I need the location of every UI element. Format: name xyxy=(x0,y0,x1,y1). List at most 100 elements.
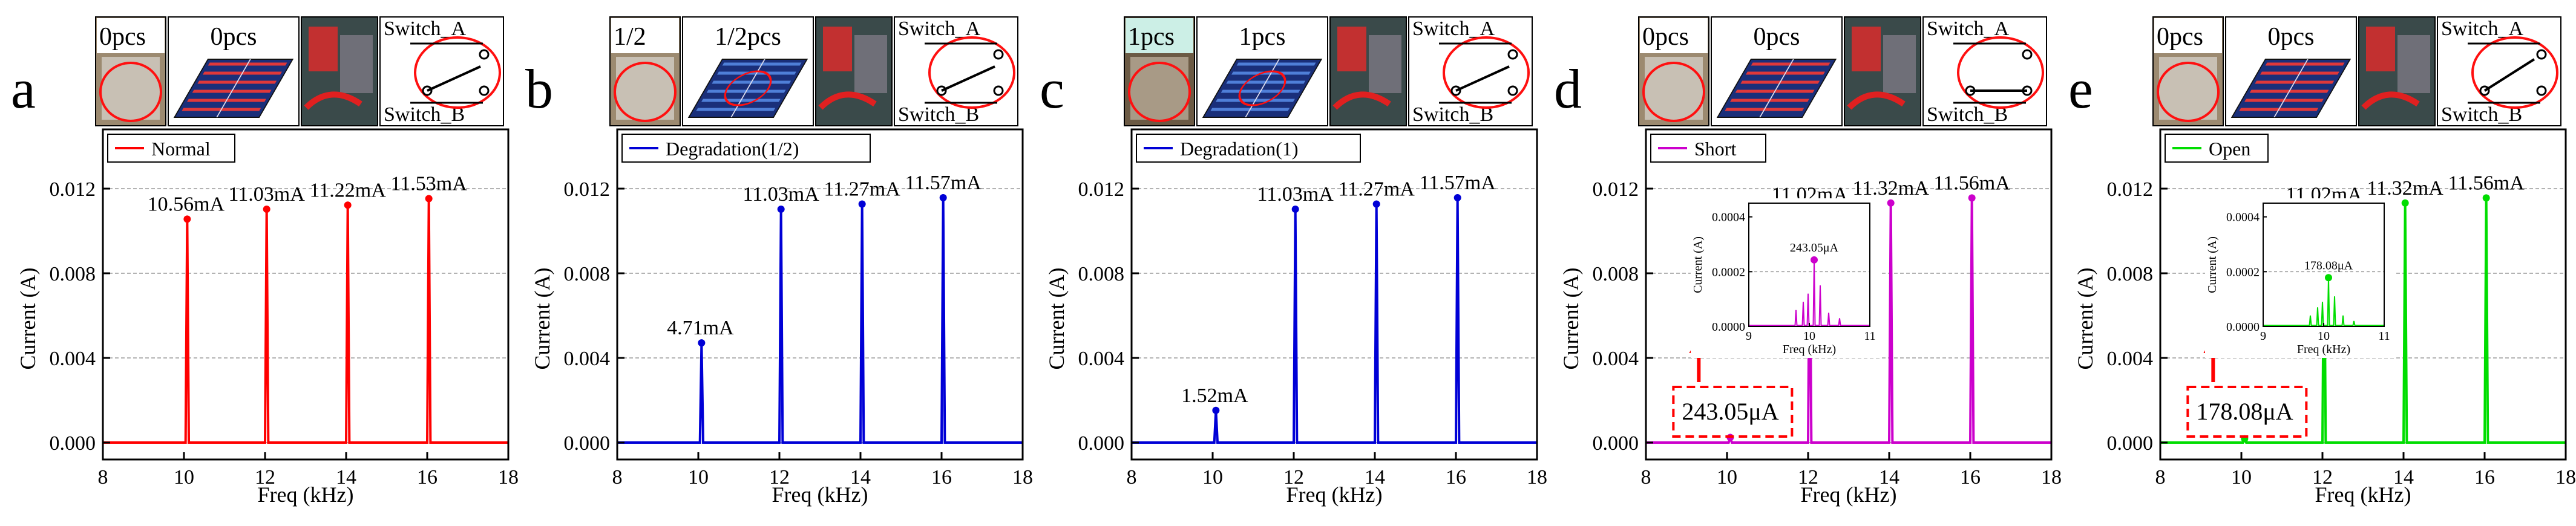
relay-photo-body xyxy=(1883,35,1916,93)
shading-label: 1pcs xyxy=(1239,23,1286,51)
x-tick-label: 12 xyxy=(255,466,275,489)
inset-axes: 178.08μA 9 10 11 0.0000 0.0002 0.0004 Freq (kHz… xyxy=(2205,198,2395,358)
y-tick-label: 0.012 xyxy=(1078,178,1125,201)
peak-marker xyxy=(425,195,433,203)
peak-label: 4.71mA xyxy=(667,317,734,339)
peak-marker xyxy=(2401,199,2409,207)
x-tick-label: 12 xyxy=(2312,466,2333,489)
peak-marker xyxy=(939,194,947,202)
switch-a-label: Switch_A xyxy=(1927,18,2009,40)
x-tick-label: 16 xyxy=(417,466,438,489)
peak-label: 1.52mA xyxy=(1181,385,1248,407)
relay-photo-wire xyxy=(818,91,877,110)
main-axes: 1.52mA 11.03mA 11.27mA 11.57mA 8 10 12 14 16 18 0.… xyxy=(1044,128,1547,507)
relay-photo-block xyxy=(823,27,852,71)
photo-highlight-circle xyxy=(1642,62,1705,122)
relay-photo-block xyxy=(1852,27,1881,71)
badge-label: 1/2 xyxy=(614,23,646,51)
legend-label: Degradation(1/2) xyxy=(666,138,799,160)
relay-photo-wire xyxy=(1847,91,1906,110)
y-tick-label: 0.012 xyxy=(1593,178,1639,201)
photo-highlight-circle xyxy=(1128,62,1191,122)
switch-highlight-circle xyxy=(2471,36,2558,109)
photo-highlight-circle xyxy=(2157,62,2220,122)
shading-label: 1/2pcs xyxy=(715,23,781,51)
solar-panel-icon xyxy=(2230,59,2352,118)
y-axis-label: Current (A) xyxy=(1559,268,1583,370)
y-tick-label: 0.004 xyxy=(564,348,611,370)
callout-box xyxy=(1672,386,1794,438)
inset-y-tick-label: 0.0004 xyxy=(1712,211,1745,224)
peak-label: 11.03mA xyxy=(229,183,306,206)
peak-label: 10.56mA xyxy=(148,193,225,215)
peak-marker xyxy=(1454,194,1461,202)
x-axis-label: Freq (kHz) xyxy=(772,482,868,507)
relay-photo-body xyxy=(854,35,887,93)
cell-photo-surface xyxy=(2159,57,2217,120)
solar-panel-icon xyxy=(173,59,294,118)
inset-y-axis-label: Current (A) xyxy=(2206,236,2219,293)
relay-photo-wire xyxy=(1332,91,1391,110)
peak-marker xyxy=(1887,199,1895,207)
switch-contact-right xyxy=(2536,85,2547,96)
switch-diagram-frame xyxy=(1408,16,1533,126)
switch-a-label: Switch_A xyxy=(2441,18,2523,40)
x-tick-label: 18 xyxy=(1012,466,1033,489)
badge-label: 0pcs xyxy=(1642,23,1689,51)
switch-contact-top xyxy=(1507,49,1518,60)
shading-label: 0pcs xyxy=(211,23,257,51)
peak-marker xyxy=(1968,194,1976,202)
peak-marker xyxy=(698,339,706,347)
x-tick-label: 8 xyxy=(98,466,108,489)
solar-panel-icon xyxy=(687,59,808,118)
x-tick-label: 16 xyxy=(931,466,952,489)
y-tick-label: 0.000 xyxy=(1078,432,1125,455)
y-axis-label: Current (A) xyxy=(530,268,554,370)
badge-label: 0pcs xyxy=(99,23,146,51)
x-tick-label: 8 xyxy=(1127,466,1137,489)
peak-label: 11.03mA xyxy=(1257,183,1334,206)
cell-photo-surface xyxy=(1645,57,1703,120)
relay-photo-body xyxy=(340,35,373,93)
photo-highlight-circle xyxy=(99,62,162,122)
shading-label: 0pcs xyxy=(1754,23,1800,51)
y-tick-label: 0.008 xyxy=(1593,263,1639,285)
switch-arm xyxy=(2483,58,2535,92)
legend-label: Degradation(1) xyxy=(1180,138,1298,160)
inset-x-axis-label: Freq (kHz) xyxy=(1783,343,1836,356)
legend-box xyxy=(2165,134,2269,163)
panel-letter: b xyxy=(525,58,553,120)
peak-marker xyxy=(2482,194,2490,202)
plot-frame xyxy=(2159,128,2567,461)
y-axis-label: Current (A) xyxy=(16,268,40,370)
peak-marker xyxy=(777,205,785,213)
y-axis-label: Current (A) xyxy=(1044,268,1069,370)
y-tick-label: 0.000 xyxy=(2107,432,2154,455)
x-tick-label: 10 xyxy=(688,466,709,489)
x-tick-label: 14 xyxy=(1879,466,1899,489)
panel-letter: a xyxy=(11,58,36,120)
x-tick-label: 16 xyxy=(2474,466,2495,489)
solar-panel-divider xyxy=(1245,59,1280,117)
x-tick-label: 14 xyxy=(1365,466,1385,489)
relay-photo-body xyxy=(1369,35,1401,93)
badge-bg xyxy=(611,18,679,53)
inset-y-tick-label: 0.0002 xyxy=(2226,265,2260,279)
legend-box xyxy=(621,134,871,163)
inset-y-axis-label: Current (A) xyxy=(1691,236,1705,293)
y-tick-label: 0.008 xyxy=(50,263,96,285)
panel-letter: e xyxy=(2068,58,2093,120)
x-axis-label: Freq (kHz) xyxy=(2315,482,2411,507)
main-axes: 4.71mA 11.03mA 11.27mA 11.57mA 8 10 12 14 16 18 0.… xyxy=(530,128,1033,507)
badge-label: 1pcs xyxy=(1128,23,1175,51)
x-tick-label: 16 xyxy=(1960,466,1981,489)
solar-panel-divider xyxy=(2273,59,2309,117)
inset-peak-marker xyxy=(2325,274,2332,282)
switch-contact-top xyxy=(2536,49,2547,60)
inset-x-tick-label: 9 xyxy=(2260,330,2266,343)
plot-frame xyxy=(102,128,510,461)
switch-contact-top xyxy=(479,49,490,60)
panel-letter: d xyxy=(1554,58,1582,120)
